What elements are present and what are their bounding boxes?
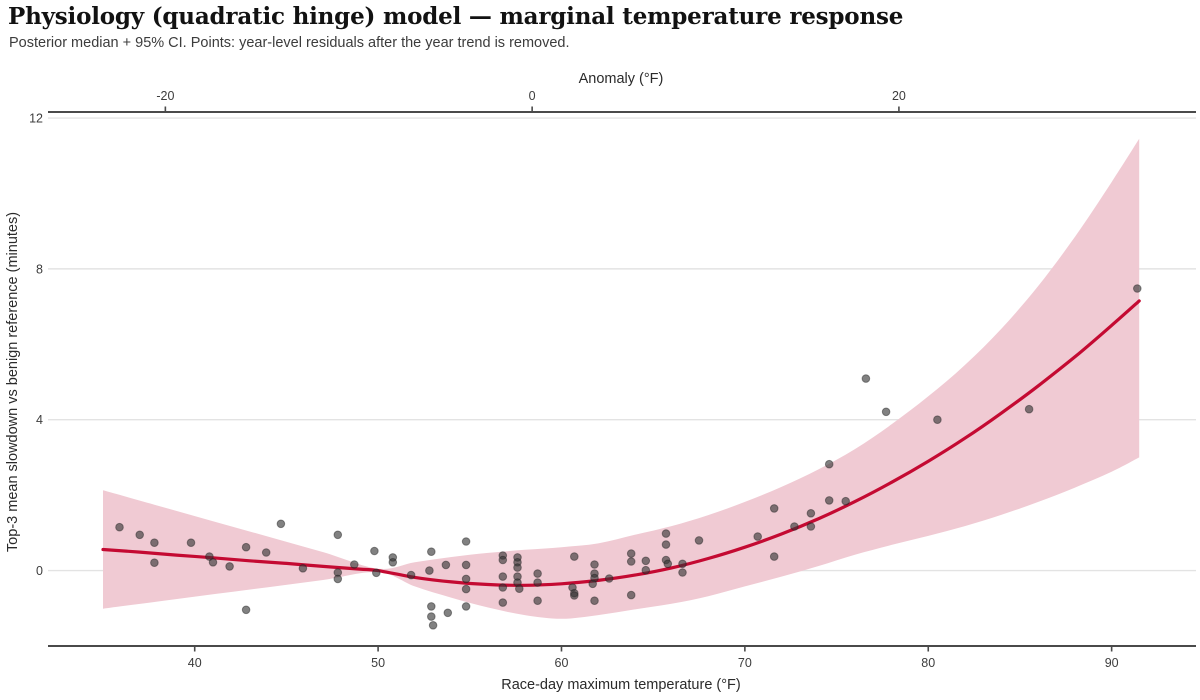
residual-point: [861, 374, 871, 383]
residual-point: [406, 570, 416, 580]
residual-point: [1133, 284, 1142, 293]
chart-subtitle: Posterior median + 95% CI. Points: year-…: [9, 35, 570, 51]
residual-point: [333, 574, 343, 584]
residual-point: [588, 579, 598, 589]
residual-point: [769, 504, 779, 513]
ci-ribbon-layer: [103, 138, 1140, 619]
residual-point: [427, 602, 436, 611]
residual-point: [498, 598, 508, 607]
residual-point: [790, 522, 799, 531]
residual-point: [461, 537, 471, 546]
residual-point: [498, 555, 508, 565]
y-tick-label: 12: [29, 112, 43, 126]
residual-point: [806, 509, 816, 518]
residual-point: [806, 522, 816, 531]
residual-point: [515, 584, 524, 594]
residual-point: [533, 578, 542, 587]
median-line: [101, 299, 1141, 587]
bottom-tick-label: 90: [1105, 656, 1119, 670]
y-tick-label: 4: [36, 413, 43, 427]
residual-point: [626, 590, 636, 600]
top-axis-title: Anomaly (°F): [579, 71, 664, 87]
residual-point: [661, 529, 671, 538]
residual-point: [241, 542, 251, 552]
residual-point: [443, 608, 453, 618]
residual-point: [590, 560, 599, 569]
residual-point: [590, 596, 599, 606]
residual-point: [427, 612, 436, 621]
bottom-tick-label: 70: [738, 656, 752, 670]
residual-point: [115, 522, 124, 532]
bottom-tick-label: 60: [555, 656, 569, 670]
residual-point: [570, 552, 579, 561]
residual-point: [225, 562, 234, 571]
residual-point: [241, 605, 251, 615]
bottom-axis-title: Race-day maximum temperature (°F): [501, 677, 740, 693]
residual-point: [641, 556, 651, 566]
residual-point: [498, 572, 508, 581]
y-axis-title: Top-3 mean slowdown vs benign reference …: [5, 212, 21, 552]
residual-point: [441, 560, 451, 570]
residual-point: [604, 574, 614, 583]
residual-point: [824, 459, 834, 469]
residual-point: [186, 538, 196, 548]
y-tick-label: 0: [36, 564, 43, 578]
axes-layer: 0 4 8 12 40 50 60 70 80 90 -20 0 20: [29, 89, 1196, 670]
residual-point: [298, 564, 308, 573]
residual-point: [208, 558, 218, 567]
residual-point: [769, 552, 779, 561]
residual-point: [824, 496, 834, 505]
residual-point: [372, 568, 381, 578]
residual-point: [933, 415, 942, 425]
residual-point: [135, 530, 144, 540]
residual-point: [428, 621, 438, 630]
residual-point: [461, 602, 471, 611]
residual-point: [533, 569, 542, 578]
residual-point: [276, 519, 286, 529]
median-line-layer: [101, 299, 1141, 587]
y-tick-label: 8: [36, 262, 43, 276]
residual-point: [350, 560, 359, 569]
residual-point: [1024, 404, 1034, 414]
residual-point: [626, 557, 636, 566]
top-tick-label: -20: [156, 89, 174, 103]
residual-point: [370, 546, 379, 556]
residual-point: [678, 568, 687, 577]
residual-point: [753, 532, 763, 541]
residual-point: [881, 407, 891, 417]
residual-point: [333, 530, 343, 540]
residual-point: [641, 565, 651, 575]
residual-point: [461, 584, 471, 594]
top-tick-label: 0: [529, 89, 536, 103]
residual-point: [427, 547, 436, 557]
residual-point: [663, 559, 673, 569]
residual-point: [570, 591, 579, 600]
residual-point: [841, 496, 851, 506]
residual-point: [388, 558, 398, 567]
residual-point: [205, 552, 214, 561]
ci-ribbon: [103, 138, 1140, 619]
residual-point: [678, 559, 687, 569]
residual-point: [533, 596, 542, 606]
residual-point: [461, 574, 471, 584]
residual-point: [150, 538, 159, 548]
residual-point: [150, 558, 159, 568]
chart-title: Physiology (quadratic hinge) model — mar…: [8, 3, 904, 30]
residual-point: [513, 563, 522, 572]
bottom-tick-label: 40: [188, 656, 202, 670]
residual-point: [425, 566, 434, 575]
bottom-tick-label: 80: [921, 656, 935, 670]
bottom-tick-label: 50: [371, 656, 385, 670]
residual-point: [626, 549, 636, 558]
residual-point: [461, 560, 471, 570]
residual-point: [498, 583, 508, 592]
top-tick-label: 20: [892, 89, 906, 103]
residual-point: [694, 536, 704, 545]
residual-point: [661, 540, 671, 549]
residual-points-layer: [115, 284, 1142, 630]
residual-point: [261, 548, 271, 557]
